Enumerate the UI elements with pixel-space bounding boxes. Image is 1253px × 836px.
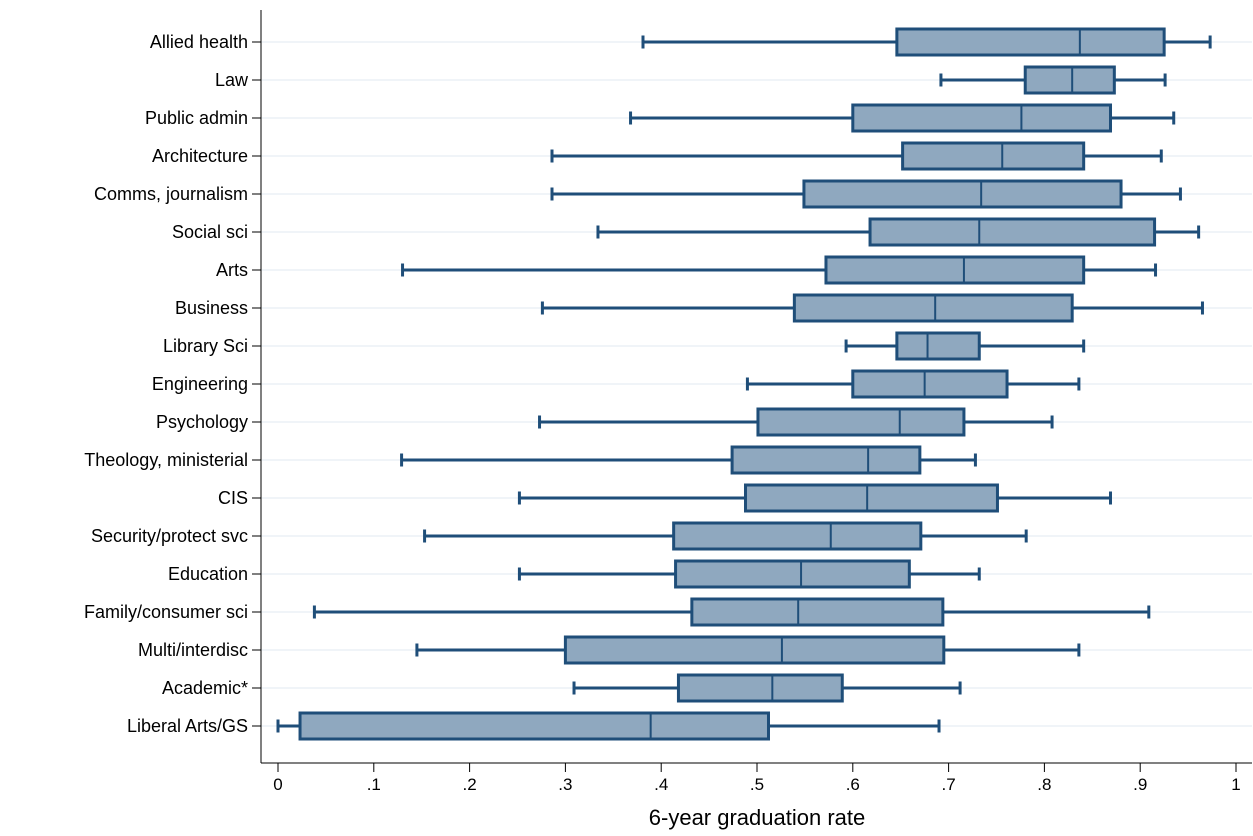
box-18 xyxy=(572,673,962,703)
iqr-box xyxy=(672,521,923,551)
category-label: Education xyxy=(168,564,248,584)
box-13 xyxy=(517,483,1113,513)
x-tick-label: .2 xyxy=(463,775,477,794)
box-3 xyxy=(629,103,1176,133)
category-label: Theology, ministerial xyxy=(84,450,248,470)
x-axis-title: 6-year graduation rate xyxy=(649,805,865,830)
iqr-box xyxy=(895,27,1166,57)
iqr-box xyxy=(730,445,922,475)
iqr-box xyxy=(901,141,1086,171)
iqr-box xyxy=(676,673,844,703)
iqr-box xyxy=(298,711,770,741)
iqr-box xyxy=(824,255,1086,285)
iqr-box xyxy=(674,559,911,589)
x-tick-label: .8 xyxy=(1037,775,1051,794)
x-tick-label: .4 xyxy=(654,775,668,794)
box-6 xyxy=(596,217,1201,247)
category-label: Social sci xyxy=(172,222,248,242)
box-4 xyxy=(550,141,1163,171)
y-axis-categories: Allied health Law Public admin Architecture… xyxy=(84,32,261,736)
iqr-box xyxy=(851,103,1113,133)
category-label: CIS xyxy=(218,488,248,508)
box-12 xyxy=(400,445,977,475)
category-label: Multi/interdisc xyxy=(138,640,248,660)
category-label: Engineering xyxy=(152,374,248,394)
iqr-box xyxy=(792,293,1074,323)
iqr-box xyxy=(868,217,1157,247)
category-label: Allied health xyxy=(150,32,248,52)
box-16 xyxy=(312,597,1151,627)
category-label: Liberal Arts/GS xyxy=(127,716,248,736)
x-tick-label: .9 xyxy=(1133,775,1147,794)
box-15 xyxy=(517,559,981,589)
category-label: Security/protect svc xyxy=(91,526,248,546)
box-10 xyxy=(745,369,1081,399)
category-label: Law xyxy=(215,70,249,90)
category-label: Library Sci xyxy=(163,336,248,356)
iqr-box xyxy=(563,635,946,665)
iqr-box xyxy=(1023,65,1116,95)
category-label: Family/consumer sci xyxy=(84,602,248,622)
iqr-box xyxy=(744,483,999,513)
x-tick-label: 0 xyxy=(273,775,282,794)
iqr-box xyxy=(690,597,945,627)
box-2 xyxy=(939,65,1167,95)
box-19 xyxy=(276,711,941,741)
x-tick-label: 1 xyxy=(1231,775,1240,794)
box-series xyxy=(276,27,1212,741)
category-label: Arts xyxy=(216,260,248,280)
box-5 xyxy=(550,179,1182,209)
box-1 xyxy=(641,27,1212,57)
iqr-box xyxy=(756,407,966,437)
iqr-box xyxy=(895,331,981,361)
category-label: Comms, journalism xyxy=(94,184,248,204)
x-tick-label: .3 xyxy=(558,775,572,794)
category-label: Public admin xyxy=(145,108,248,128)
x-tick-label: .5 xyxy=(750,775,764,794)
x-tick-label: .7 xyxy=(942,775,956,794)
category-label: Business xyxy=(175,298,248,318)
category-label: Architecture xyxy=(152,146,248,166)
category-label: Psychology xyxy=(156,412,248,432)
iqr-box xyxy=(851,369,1009,399)
box-7 xyxy=(401,255,1158,285)
box-8 xyxy=(540,293,1204,323)
x-tick-label: .1 xyxy=(367,775,381,794)
x-tick-label: .6 xyxy=(846,775,860,794)
iqr-box xyxy=(802,179,1123,209)
box-17 xyxy=(415,635,1081,665)
box-11 xyxy=(538,407,1054,437)
x-axis-ticks: 0 .1 .2 .3 .4 .5 .6 .7 .8 .9 1 xyxy=(273,763,1241,794)
box-9 xyxy=(844,331,1086,361)
category-label: Academic* xyxy=(162,678,248,698)
box-14 xyxy=(423,521,1028,551)
